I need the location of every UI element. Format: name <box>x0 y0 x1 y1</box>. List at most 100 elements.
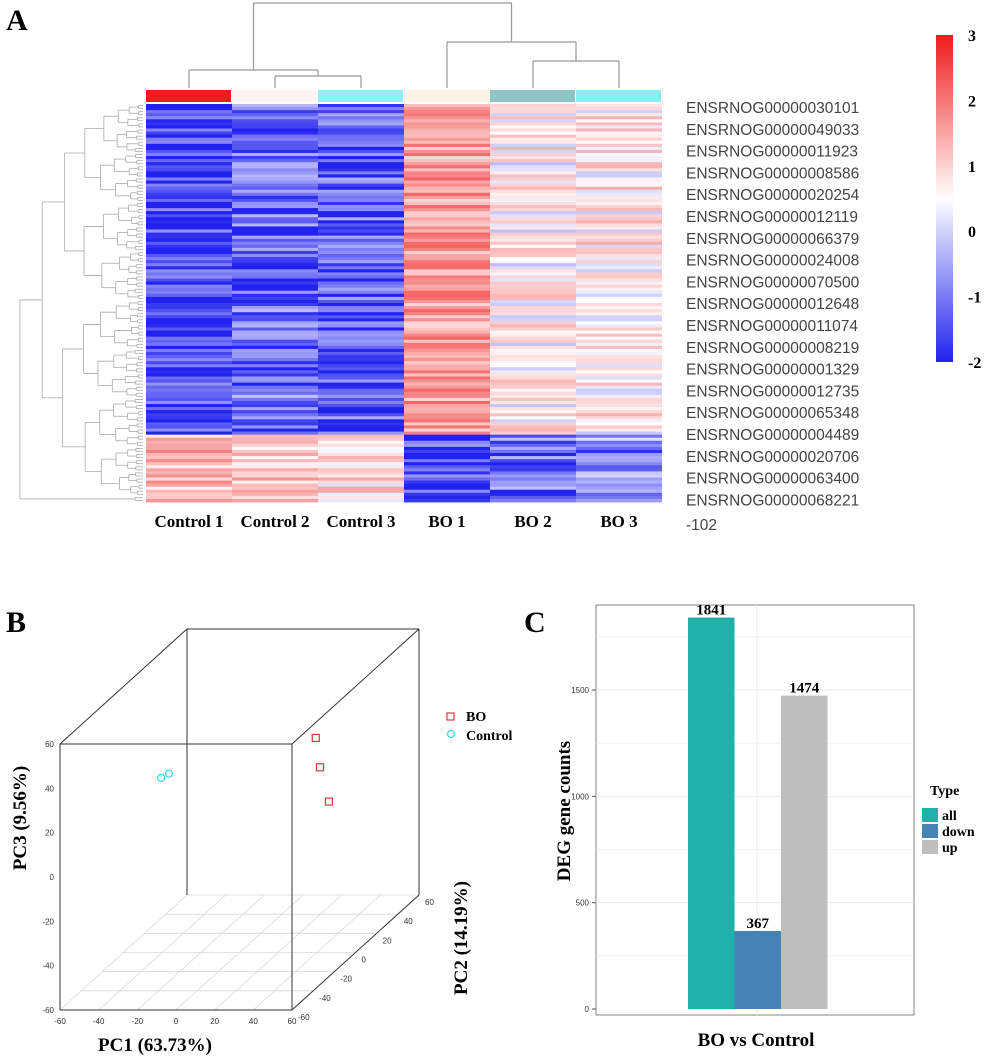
heatmap-cell <box>576 453 662 457</box>
heatmap-cell <box>146 361 232 365</box>
heatmap-cell <box>146 471 232 475</box>
heatmap-cell <box>576 275 662 279</box>
heatmap-cell <box>318 483 404 488</box>
heatmap-cells <box>146 104 662 503</box>
heatmap-cell <box>318 220 404 224</box>
heatmap-cell <box>146 299 232 304</box>
heatmap-cell <box>232 229 318 233</box>
bar-legend-title: Type <box>930 784 959 799</box>
heatmap-cell <box>490 456 576 460</box>
heatmap-cell <box>404 137 490 142</box>
heatmap-cell <box>490 214 576 218</box>
heatmap-cell <box>404 355 490 359</box>
heatmap-cell <box>576 143 662 148</box>
heatmap-cell <box>232 428 318 432</box>
heatmap-cell <box>576 446 662 451</box>
heatmap-cell <box>576 431 662 436</box>
heatmap-cell <box>318 333 404 338</box>
pca-y-axis-title: PC2 (14.19%) <box>451 881 472 995</box>
gene-label: ENSRNOG00000020706 <box>686 449 859 466</box>
annotation-cell <box>146 90 231 102</box>
heatmap-cell <box>318 229 404 233</box>
heatmap-cell <box>146 241 232 246</box>
heatmap-cell <box>318 327 404 331</box>
heatmap-cell <box>232 404 318 408</box>
bar-all <box>688 617 735 1009</box>
heatmap-cell <box>318 281 404 286</box>
heatmap-cell <box>490 361 576 365</box>
heatmap-cell <box>490 140 576 145</box>
heatmap-cell <box>232 217 318 221</box>
heatmap-cell <box>232 324 318 328</box>
heatmap-cell <box>232 247 318 252</box>
pc3-tick: 20 <box>45 829 54 838</box>
heatmap-cell <box>404 220 490 224</box>
heatmap-cell <box>490 459 576 463</box>
heatmap-cell <box>404 345 490 350</box>
heatmap-cell <box>576 498 662 503</box>
heatmap-cell <box>232 477 318 481</box>
heatmap-cell <box>318 336 404 341</box>
heatmap-cell <box>146 232 232 237</box>
sample-label: BO 1 <box>428 512 465 531</box>
heatmap-cell <box>404 385 490 390</box>
heatmap-cell <box>404 397 490 402</box>
heatmap-cell <box>232 214 318 218</box>
heatmap-cell <box>318 312 404 316</box>
heatmap-cell <box>404 336 490 341</box>
heatmap-cell <box>232 284 318 289</box>
heatmap-cell <box>146 220 232 224</box>
y-tick-label: 500 <box>576 899 590 908</box>
heatmap-cell <box>146 247 232 252</box>
heatmap-cell <box>490 110 576 114</box>
heatmap-cell <box>404 128 490 132</box>
heatmap-cell <box>576 388 662 393</box>
heatmap-cell <box>146 449 232 454</box>
heatmap-cell <box>576 361 662 365</box>
box-edge <box>291 894 420 1011</box>
heatmap-cell <box>318 275 404 279</box>
heatmap-cell <box>576 324 662 328</box>
heatmap-cell <box>490 419 576 423</box>
heatmap-cell <box>146 495 232 500</box>
heatmap-cell <box>576 293 662 298</box>
heatmap-cell <box>490 235 576 240</box>
heatmap-cell <box>490 186 576 191</box>
heatmap-cell <box>490 275 576 279</box>
heatmap-cell <box>404 342 490 347</box>
pca-z-axis-title: PC3 (9.56%) <box>10 766 31 870</box>
heatmap-cell <box>146 480 232 485</box>
heatmap-cell <box>146 446 232 451</box>
heatmap-cell <box>490 168 576 172</box>
heatmap-cell <box>232 434 318 439</box>
heatmap-cell <box>490 428 576 432</box>
heatmap-cell <box>232 373 318 377</box>
heatmap-cell <box>490 290 576 295</box>
heatmap-cell <box>490 492 576 497</box>
heatmap-cell <box>576 327 662 331</box>
legend-label-up: up <box>942 841 958 856</box>
heatmap-cell <box>490 394 576 399</box>
legend-swatch-down <box>922 824 938 838</box>
heatmap-cell <box>232 342 318 347</box>
heatmap-cell <box>318 434 404 439</box>
heatmap-cell <box>232 189 318 194</box>
heatmap-cell <box>146 327 232 331</box>
heatmap-cell <box>490 263 576 267</box>
heatmap-cell <box>404 235 490 240</box>
heatmap-cell <box>232 361 318 365</box>
heatmap-cell <box>404 410 490 414</box>
heatmap-cell <box>404 119 490 123</box>
heatmap-cell <box>576 370 662 374</box>
heatmap-cell <box>232 410 318 414</box>
heatmap-cell <box>404 272 490 276</box>
heatmap-cell <box>404 208 490 212</box>
heatmap-cell <box>576 162 662 166</box>
heatmap-cell <box>576 174 662 178</box>
heatmap-cell <box>146 254 232 258</box>
heatmap-cell <box>146 159 232 163</box>
heatmap-cell <box>146 345 232 350</box>
heatmap-cell <box>232 183 318 188</box>
heatmap-cell <box>232 407 318 411</box>
heatmap-cell <box>318 211 404 215</box>
